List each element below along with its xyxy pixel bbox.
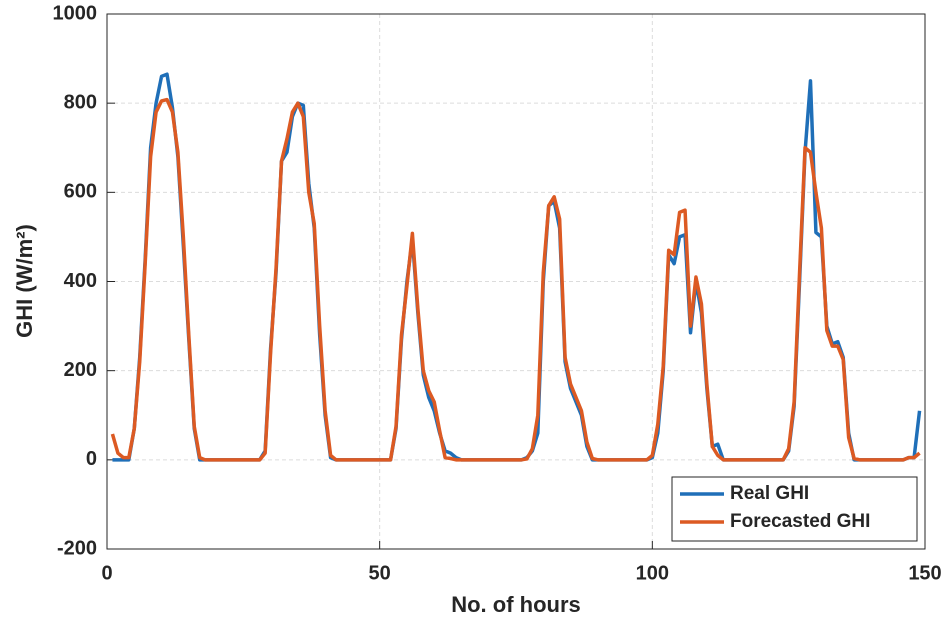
- x-tick-label: 50: [369, 562, 391, 584]
- y-tick-label: 800: [64, 91, 97, 113]
- legend-label: Real GHI: [730, 483, 809, 504]
- y-tick-label: 600: [64, 181, 97, 203]
- x-tick-label: 150: [908, 562, 941, 584]
- y-tick-label: -200: [57, 537, 97, 559]
- y-tick-label: 1000: [53, 2, 98, 24]
- x-tick-label: 100: [636, 562, 669, 584]
- y-axis-label: GHI (W/m²): [12, 224, 37, 338]
- y-tick-label: 400: [64, 270, 97, 292]
- legend-label: Forecasted GHI: [730, 511, 870, 532]
- data-line: [110, 97, 921, 462]
- legend-box: [671, 476, 918, 542]
- y-tick-label: 200: [64, 359, 97, 381]
- axes-frame: [106, 13, 926, 550]
- x-axis-label: No. of hours: [451, 592, 581, 617]
- y-tick-label: 0: [86, 448, 97, 470]
- x-tick-label: 0: [101, 562, 112, 584]
